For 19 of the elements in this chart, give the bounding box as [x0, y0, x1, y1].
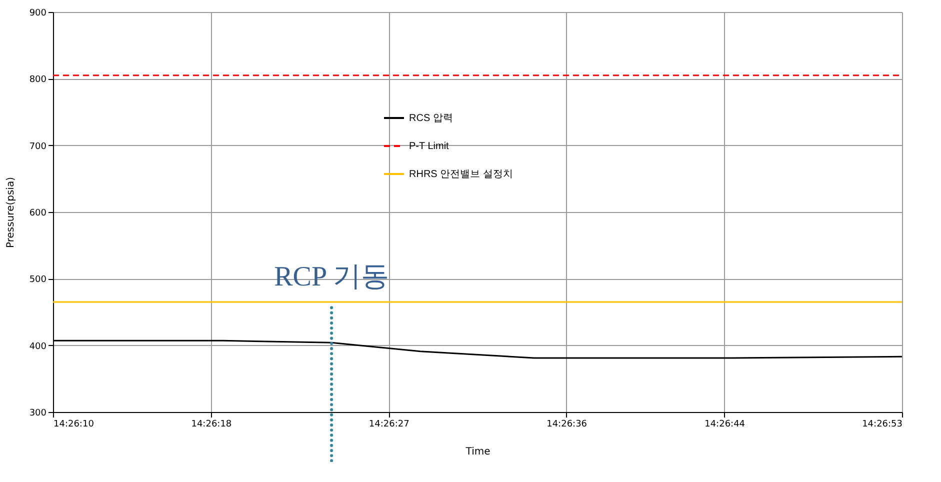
x-tick-label: 14:26:27 — [368, 420, 410, 430]
x-tick-label: 14:26:53 — [862, 420, 902, 430]
legend-label: RHRS 안전밸브 설정치 — [409, 169, 513, 180]
x-tick-label: 14:26:18 — [191, 420, 232, 430]
x-tick-label: 14:26:44 — [704, 420, 746, 430]
y-tick-label: 600 — [29, 208, 47, 218]
y-tick-label: 500 — [29, 275, 47, 286]
x-tick-label: 14:26:10 — [54, 420, 94, 430]
y-tick-label: 400 — [29, 342, 47, 352]
y-tick-label: 800 — [29, 75, 47, 86]
legend-label: P-T Limit — [409, 141, 450, 152]
x-axis-title: Time — [464, 446, 490, 458]
y-tick-label: 300 — [29, 408, 47, 418]
x-tick-label: 14:26:36 — [546, 420, 588, 430]
y-tick-label: 700 — [29, 142, 47, 152]
legend-label: RCS 압력 — [409, 113, 453, 124]
ref-line-label: RCP 기동 — [274, 262, 389, 293]
y-tick-label: 900 — [29, 8, 47, 18]
y-axis-title: Pressure(psia) — [5, 176, 16, 248]
